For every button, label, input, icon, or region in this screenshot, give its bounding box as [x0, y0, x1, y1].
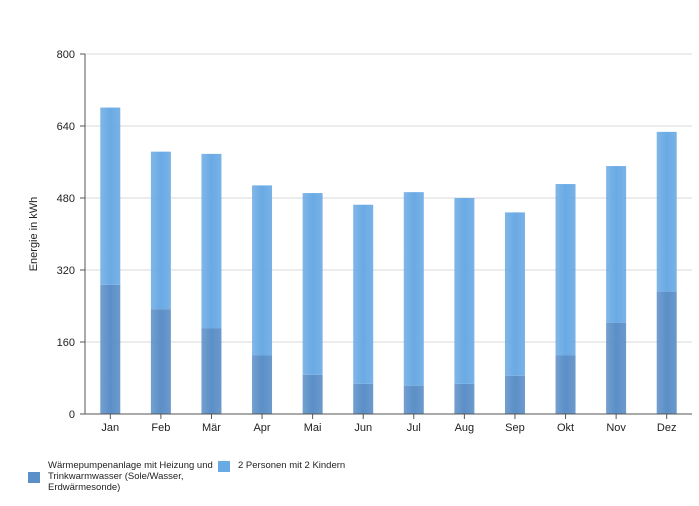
bar-household-Aug: [454, 198, 475, 384]
x-tick-label: Jan: [101, 422, 119, 434]
y-tick-label: 480: [57, 193, 75, 205]
bar-heatpump-Feb: [150, 309, 171, 414]
bar-heatpump-Dez: [656, 291, 677, 414]
bar-heatpump-Sep: [504, 375, 525, 414]
bar-heatpump-Okt: [555, 355, 576, 414]
bar-household-Jan: [100, 107, 121, 285]
bar-heatpump-Nov: [606, 322, 627, 414]
bar-heatpump-Jul: [403, 385, 424, 414]
x-tick-label: Apr: [253, 422, 270, 434]
bar-heatpump-Jan: [100, 284, 121, 414]
y-tick-label: 320: [57, 265, 75, 277]
y-tick-label: 160: [57, 337, 75, 349]
x-tick-label: Nov: [606, 422, 626, 434]
x-tick-label: Mär: [202, 422, 221, 434]
bar-heatpump-Mär: [201, 328, 222, 414]
x-tick-label: Aug: [455, 422, 475, 434]
y-tick-label: 0: [69, 409, 75, 421]
bar-household-Nov: [606, 166, 627, 323]
legend-item-household: 2 Personen mit 2 Kindern: [218, 460, 345, 472]
x-tick-label: Okt: [557, 422, 574, 434]
x-tick-label: Feb: [151, 422, 170, 434]
bar-household-Mär: [201, 153, 222, 329]
x-tick-label: Sep: [505, 422, 525, 434]
axes: 0 160 320 480 640 800 Jan Feb Mär Apr Mai Jun Jul Aug…: [57, 49, 692, 434]
bar-household-Feb: [150, 151, 171, 310]
bar-heatpump-Jun: [353, 383, 374, 414]
bar-household-Okt: [555, 184, 576, 356]
legend-label-household: 2 Personen mit 2 Kindern: [238, 460, 346, 471]
bars: [100, 107, 677, 414]
bar-heatpump-Apr: [252, 355, 273, 414]
legend-swatch-household: [218, 461, 230, 472]
bar-household-Mai: [302, 193, 323, 375]
bar-heatpump-Aug: [454, 383, 475, 414]
bar-household-Jul: [403, 192, 424, 386]
legend-item-heatpump: Wärmepumpenanlage mit Heizung und Trinkw…: [28, 460, 213, 493]
grid-lines: [85, 53, 692, 415]
y-axis-title: Energie in kWh: [28, 197, 40, 272]
legend-label-heatpump: Wärmepumpenanlage mit Heizung und Trinkw…: [48, 460, 213, 493]
bar-household-Dez: [656, 131, 677, 292]
y-tick-label: 640: [57, 121, 75, 133]
bar-heatpump-Mai: [302, 374, 323, 414]
legend-swatch-heatpump: [28, 472, 40, 483]
bar-household-Sep: [504, 212, 525, 376]
x-tick-label: Jul: [407, 422, 421, 434]
bar-household-Jun: [353, 204, 374, 384]
x-tick-label: Mai: [304, 422, 322, 434]
bar-household-Apr: [252, 185, 273, 356]
y-tick-label: 800: [57, 49, 75, 61]
x-tick-label: Jun: [354, 422, 372, 434]
x-tick-label: Dez: [657, 422, 677, 434]
